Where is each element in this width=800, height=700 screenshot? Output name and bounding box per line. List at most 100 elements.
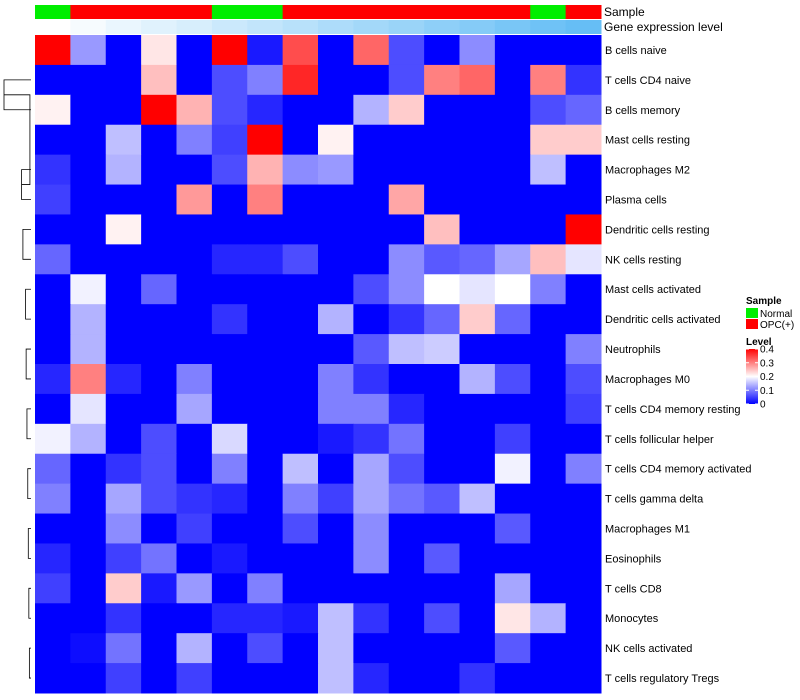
heatmap-cell bbox=[318, 543, 354, 574]
heatmap-cell bbox=[353, 334, 390, 365]
heatmap-cell bbox=[459, 35, 496, 66]
heatmap-cell bbox=[35, 94, 71, 126]
heatmap-cell bbox=[459, 453, 496, 485]
heatmap-cell bbox=[530, 393, 567, 425]
heatmap-cell bbox=[176, 453, 213, 485]
gene-expression-annotation-cell bbox=[105, 20, 142, 34]
sample-annotation-cell bbox=[459, 5, 496, 19]
heatmap-cell bbox=[353, 94, 390, 126]
heatmap-cell bbox=[35, 663, 71, 694]
heatmap-cell bbox=[530, 244, 567, 275]
heatmap-cell bbox=[424, 154, 460, 186]
heatmap-cell bbox=[211, 244, 248, 275]
heatmap-cell bbox=[388, 364, 425, 395]
heatmap-cell bbox=[318, 573, 354, 604]
heatmap-cell bbox=[176, 633, 213, 664]
heatmap-cell bbox=[141, 64, 177, 96]
heatmap-cell bbox=[530, 154, 567, 186]
heatmap-cell bbox=[494, 364, 531, 395]
gene-expression-annotation-cell bbox=[70, 20, 107, 34]
dendrogram-branch bbox=[25, 288, 31, 320]
heatmap-cell bbox=[176, 573, 213, 604]
heatmap-cell bbox=[424, 304, 460, 335]
heatmap-cell bbox=[459, 633, 496, 664]
sample-annotation-cell bbox=[211, 5, 248, 19]
heatmap-cell bbox=[494, 423, 531, 455]
heatmap-cell bbox=[211, 334, 248, 365]
row-label: Macrophages M0 bbox=[605, 374, 690, 386]
heatmap-cell bbox=[141, 393, 177, 425]
heatmap-cell bbox=[176, 393, 213, 425]
heatmap-cell bbox=[35, 64, 71, 96]
heatmap-cell bbox=[282, 244, 319, 275]
heatmap-cell bbox=[565, 453, 602, 485]
heatmap-cell bbox=[282, 423, 319, 455]
heatmap-cell bbox=[318, 334, 354, 365]
level-tick-label: 0.2 bbox=[760, 372, 774, 383]
legend-level-title: Level bbox=[746, 337, 772, 348]
heatmap-cell bbox=[424, 393, 460, 425]
heatmap-cell bbox=[247, 393, 284, 425]
heatmap-cell bbox=[494, 35, 531, 66]
heatmap-cell bbox=[247, 453, 284, 485]
heatmap-cell bbox=[353, 393, 390, 425]
heatmap-cell bbox=[318, 304, 354, 335]
heatmap-cell bbox=[70, 633, 107, 664]
heatmap-cell bbox=[282, 393, 319, 425]
heatmap-cell bbox=[141, 364, 177, 395]
heatmap-cell bbox=[388, 393, 425, 425]
dendrogram-branch bbox=[27, 468, 31, 499]
heatmap-cell bbox=[318, 453, 354, 485]
sample-annotation-cell bbox=[494, 5, 531, 19]
heatmap-cell bbox=[105, 393, 142, 425]
heatmap-cell bbox=[282, 214, 319, 245]
heatmap-cell bbox=[424, 483, 460, 515]
heatmap-cell bbox=[211, 214, 248, 245]
heatmap-cell bbox=[211, 274, 248, 305]
heatmap-cell bbox=[459, 423, 496, 455]
heatmap-cell bbox=[105, 633, 142, 664]
heatmap-cell bbox=[211, 573, 248, 604]
heatmap-cell bbox=[565, 423, 602, 455]
heatmap-cell bbox=[141, 603, 177, 634]
heatmap-cell bbox=[35, 543, 71, 574]
heatmap-cell bbox=[247, 274, 284, 305]
heatmap-cell bbox=[70, 154, 107, 186]
dendrogram-branch bbox=[28, 647, 31, 679]
level-tick-label: 0.3 bbox=[760, 358, 774, 369]
heatmap-cell bbox=[353, 64, 390, 96]
heatmap-cell bbox=[247, 603, 284, 634]
column-annotations bbox=[35, 5, 602, 34]
heatmap-cell bbox=[105, 244, 142, 275]
heatmap-cell bbox=[565, 663, 602, 694]
heatmap-cell bbox=[388, 633, 425, 664]
heatmap-cell bbox=[282, 64, 319, 96]
row-label: Monocytes bbox=[605, 613, 659, 625]
heatmap-cell bbox=[459, 364, 496, 395]
heatmap-cell bbox=[353, 184, 390, 215]
heatmap-cell bbox=[247, 124, 284, 156]
heatmap-cell bbox=[105, 35, 142, 66]
heatmap-cell bbox=[494, 124, 531, 156]
heatmap-cell bbox=[141, 124, 177, 156]
heatmap-cell bbox=[211, 423, 248, 455]
heatmap-cell bbox=[388, 35, 425, 66]
heatmap-cell bbox=[70, 663, 107, 694]
heatmap-cell bbox=[211, 633, 248, 664]
heatmap-cell bbox=[424, 423, 460, 455]
gene-expression-annotation-cell bbox=[459, 20, 496, 34]
heatmap-cell bbox=[318, 214, 354, 245]
gene-expression-annotation-cell bbox=[247, 20, 284, 34]
heatmap-cell bbox=[141, 94, 177, 126]
heatmap-cell bbox=[70, 274, 107, 305]
heatmap-cell bbox=[565, 334, 602, 365]
gene-expression-annotation-cell bbox=[282, 20, 319, 34]
heatmap-cell bbox=[494, 214, 531, 245]
heatmap-cell bbox=[494, 393, 531, 425]
heatmap-cell bbox=[70, 513, 107, 544]
heatmap-cell bbox=[70, 244, 107, 275]
sample-annotation-cell bbox=[176, 5, 213, 19]
heatmap-cell bbox=[282, 364, 319, 395]
heatmap-cell bbox=[211, 393, 248, 425]
heatmap-cell bbox=[565, 94, 602, 126]
